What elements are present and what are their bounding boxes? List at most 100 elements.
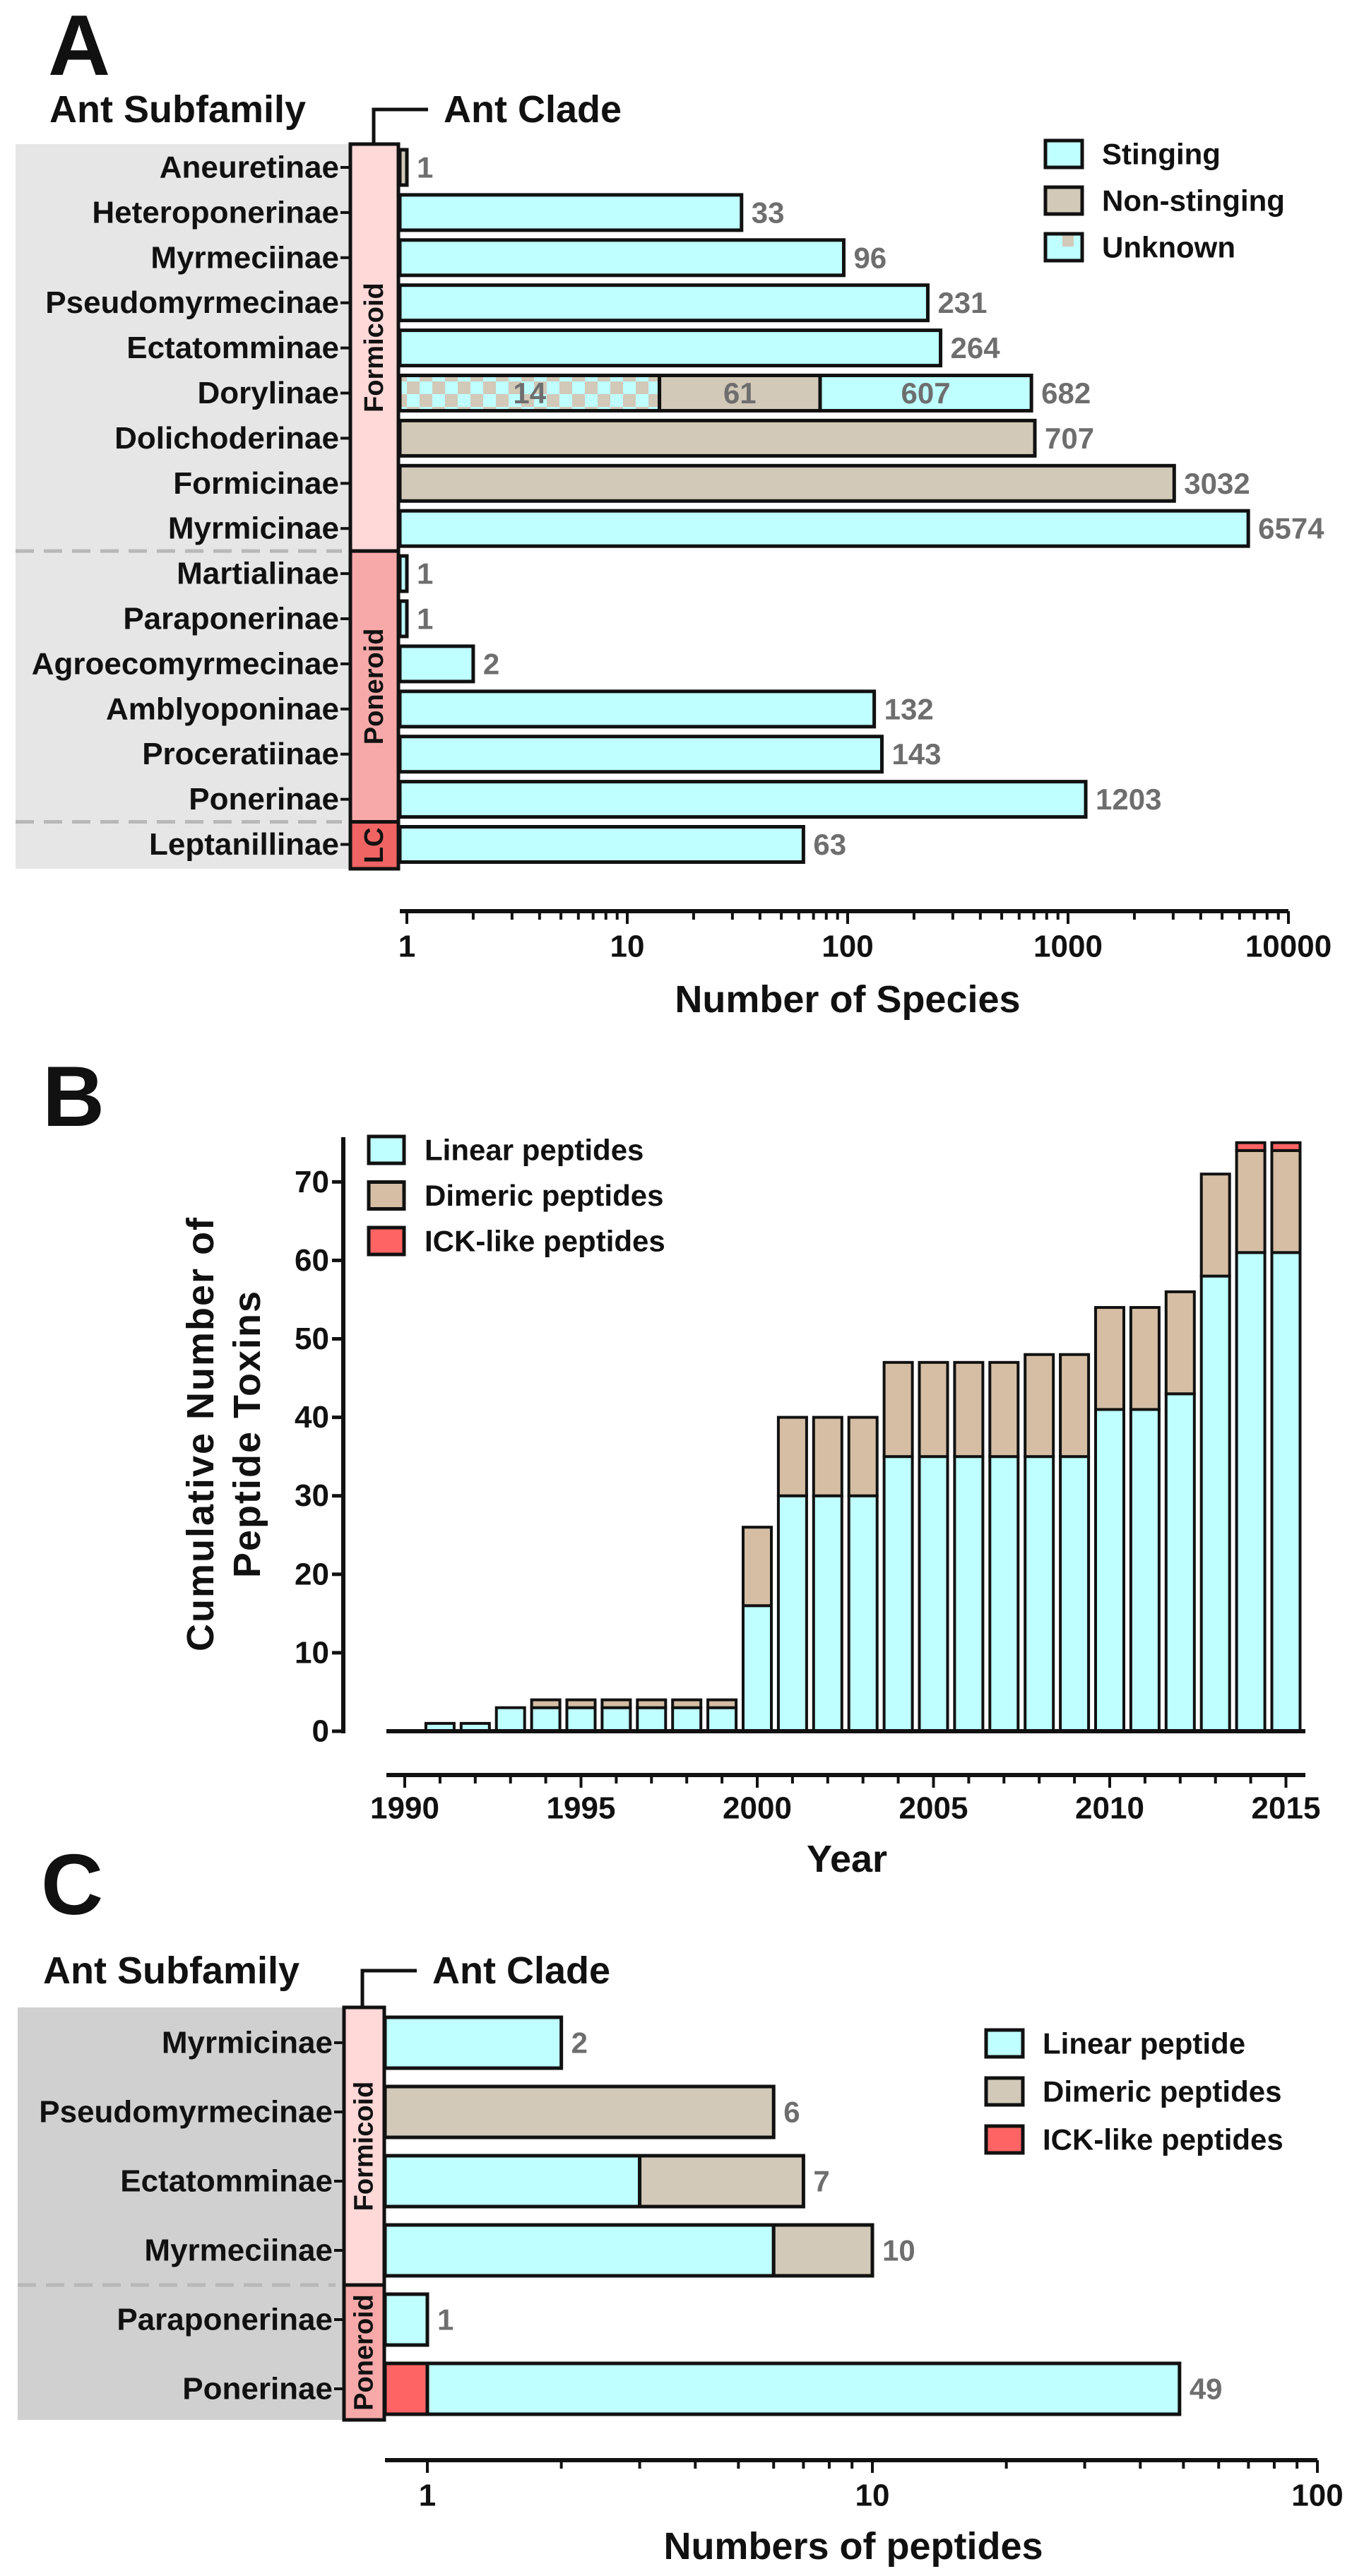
bar-segment-ick — [1235, 1141, 1267, 1152]
bar-segment-linear — [671, 1706, 703, 1733]
bar-segment-s — [398, 599, 409, 639]
segment-label: 607 — [901, 376, 951, 410]
bar-row: Ponerinae 49 — [182, 2361, 1223, 2416]
bar-segment-dimeric — [600, 1698, 632, 1709]
bar-segment-dimeric — [1235, 1148, 1267, 1254]
bar-segment-ns — [398, 148, 409, 187]
year-bar — [530, 1698, 562, 1733]
year-bar — [953, 1360, 985, 1733]
row-label: Ectatomminae — [126, 331, 339, 365]
row-label: Proceratiinae — [142, 737, 339, 771]
bar-segment-dimeric — [918, 1360, 949, 1459]
bar-segment-dimeric — [638, 2154, 805, 2209]
bar-row: Paraponerinae 1 — [123, 599, 433, 639]
bar-segment-ns — [658, 374, 822, 412]
row-label: Ectatomminae — [120, 2164, 333, 2199]
bar-segment-dimeric — [1024, 1353, 1055, 1459]
value-label: 49 — [1190, 2373, 1223, 2406]
bar-segment-dimeric — [1094, 1306, 1125, 1411]
row-label: Pseudomyrmecinae — [45, 285, 339, 320]
panel-letter: A — [48, 0, 110, 93]
bar-segment-linear — [383, 2292, 429, 2347]
bar-segment-linear — [776, 1494, 808, 1733]
segment-label: 14 — [513, 376, 546, 410]
bar-segment-dimeric — [383, 2084, 776, 2139]
row-label: Myrmeciinae — [150, 240, 339, 275]
panel-c-peptides-chart: C Ant Subfamily Ant Clade Formicoid Poneroid… — [18, 1836, 1344, 2568]
bar-segment-linear — [1270, 1251, 1302, 1733]
year-bar — [494, 1706, 526, 1733]
value-label: 33 — [752, 196, 785, 229]
legend-swatch-u — [1043, 232, 1084, 263]
row-label: Amblyoponinae — [106, 692, 339, 726]
clade-label: Poneroid — [360, 629, 389, 745]
bar-row: Agroecomyrmecinae 2 — [32, 644, 499, 684]
bar-segment-s — [398, 554, 409, 593]
bar-segment-linear — [600, 1706, 632, 1733]
x-tick-label: 1 — [398, 930, 415, 964]
legend-label: Linear peptides — [425, 1134, 644, 1167]
year-bar — [1094, 1306, 1125, 1733]
value-label: 143 — [891, 737, 941, 771]
year-bar — [600, 1698, 632, 1733]
bar-segment-s — [398, 644, 475, 684]
bar-segment-linear — [1199, 1274, 1231, 1733]
bar-segment-linear — [1094, 1408, 1125, 1733]
bar-row: Aneuretinae 1 — [160, 148, 433, 187]
value-label: 231 — [937, 286, 987, 319]
year-bar — [988, 1360, 1020, 1733]
bar-segment-dimeric — [1164, 1290, 1196, 1396]
legend-label: Dimeric peptides — [425, 1179, 663, 1212]
x-axis-title: Number of Species — [675, 978, 1020, 1021]
x-tick-label: 100 — [822, 930, 873, 964]
bar-segment-dimeric — [530, 1698, 562, 1709]
legend-label: Linear peptide — [1043, 2027, 1245, 2060]
bar-segment-linear — [988, 1455, 1020, 1733]
bar-segment-linear — [383, 2154, 642, 2209]
value-label: 3032 — [1184, 467, 1250, 500]
bar-segment-linear — [812, 1494, 843, 1733]
legend-label: Stinging — [1102, 138, 1221, 171]
value-label: 1 — [417, 151, 433, 184]
bar-segment-s — [818, 374, 1033, 412]
bar-segment-linear — [425, 2361, 1182, 2416]
clade-bar-poneroid — [348, 549, 401, 824]
value-label: 264 — [951, 331, 1001, 364]
bar-row: Martialinae 1 — [177, 554, 433, 593]
bar-segment-s — [398, 238, 846, 278]
bar-row: Myrmicinae 2 — [162, 2015, 588, 2070]
bar-segment-s — [398, 283, 930, 323]
year-bar — [1024, 1353, 1055, 1733]
year-bar — [1235, 1141, 1267, 1733]
row-label: Dorylinae — [197, 376, 339, 410]
clade-label: Formicoid — [360, 283, 389, 412]
bar-segment-linear — [530, 1706, 562, 1733]
row-label: Ponerinae — [182, 2372, 333, 2406]
bar-segment-dimeric — [953, 1360, 985, 1459]
bar-segment-ns — [398, 418, 1037, 458]
bar-segment-linear — [918, 1455, 949, 1733]
value-label: 132 — [884, 692, 934, 725]
bar-segment-s — [398, 689, 877, 729]
bar-row: Dolichoderinae 707 — [114, 418, 1094, 458]
year-bar — [882, 1360, 914, 1733]
bar-segment-dimeric — [1129, 1306, 1161, 1411]
bar-row: Ectatomminae 7 — [120, 2154, 830, 2209]
bar-segment-linear — [882, 1455, 914, 1733]
clade-bar-formicoid — [348, 142, 401, 553]
row-label: Aneuretinae — [160, 150, 339, 185]
value-label: 7 — [813, 2165, 829, 2198]
bar-segment-dimeric — [847, 1415, 879, 1497]
bar-segment-linear — [565, 1706, 597, 1733]
y-tick-label: 30 — [295, 1478, 329, 1513]
bar-segment-linear — [383, 2015, 564, 2070]
year-bar — [847, 1415, 879, 1733]
x-axis-title: Numbers of peptides — [663, 2525, 1043, 2568]
bar-segment-s — [398, 735, 884, 774]
bar-segment-linear — [706, 1706, 738, 1733]
row-label: Paraponerinae — [117, 2303, 333, 2337]
row-header: Ant Subfamily — [49, 88, 306, 131]
bar-segment-dimeric — [706, 1698, 738, 1709]
bar-segment-dimeric — [812, 1415, 843, 1497]
